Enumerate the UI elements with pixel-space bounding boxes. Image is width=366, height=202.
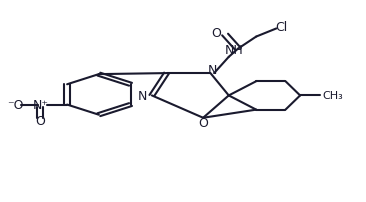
Text: CH₃: CH₃	[323, 91, 344, 101]
Text: N: N	[138, 89, 147, 102]
Text: N: N	[208, 63, 217, 76]
Text: O: O	[198, 117, 208, 130]
Text: Cl: Cl	[276, 21, 288, 34]
Text: O: O	[36, 115, 45, 128]
Text: NH: NH	[225, 44, 244, 57]
Text: N⁺: N⁺	[33, 99, 48, 112]
Text: O: O	[211, 27, 221, 40]
Text: ⁻O: ⁻O	[8, 99, 24, 112]
